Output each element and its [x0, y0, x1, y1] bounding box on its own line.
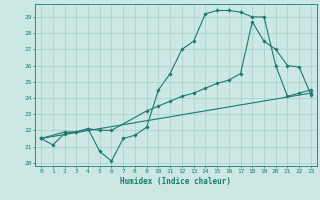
- X-axis label: Humidex (Indice chaleur): Humidex (Indice chaleur): [121, 177, 231, 186]
